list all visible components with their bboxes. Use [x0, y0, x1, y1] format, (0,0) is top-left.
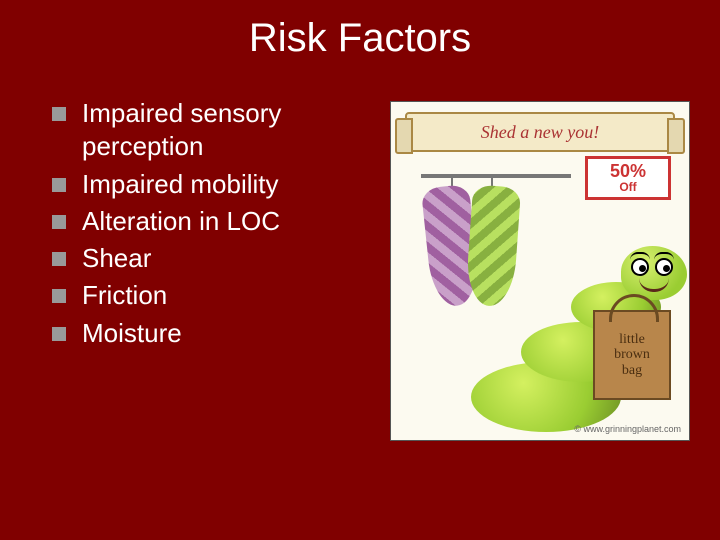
content-row: Impaired sensory perception Impaired mob… — [40, 97, 680, 441]
bullet-text: Impaired mobility — [82, 168, 279, 201]
list-item: Alteration in LOC — [52, 205, 370, 238]
bullet-text: Impaired sensory perception — [82, 97, 370, 164]
eye-icon — [655, 258, 673, 276]
bullet-text: Alteration in LOC — [82, 205, 280, 238]
pupil-icon — [663, 265, 670, 272]
banner: Shed a new you! — [405, 112, 675, 152]
bullet-list: Impaired sensory perception Impaired mob… — [40, 97, 370, 441]
sale-off: Off — [619, 180, 636, 194]
square-bullet-icon — [52, 252, 66, 266]
square-bullet-icon — [52, 289, 66, 303]
sale-percent: 50% — [610, 162, 646, 180]
slide: Risk Factors Impaired sensory perception… — [0, 0, 720, 540]
rack-bar-icon — [421, 174, 571, 178]
image-attribution: © www.grinningplanet.com — [574, 424, 681, 434]
image-area: Shed a new you! 50% Off — [390, 97, 690, 441]
bullet-text: Friction — [82, 279, 167, 312]
bag-text-line: brown — [614, 347, 650, 362]
snake-cartoon: Shed a new you! 50% Off — [390, 101, 690, 441]
slide-title: Risk Factors — [40, 16, 680, 61]
snake-head-icon — [621, 246, 687, 300]
banner-text: Shed a new you! — [481, 122, 599, 143]
bag-text-line: little — [619, 332, 645, 347]
eye-icon — [631, 258, 649, 276]
square-bullet-icon — [52, 107, 66, 121]
pupil-icon — [639, 265, 646, 272]
square-bullet-icon — [52, 327, 66, 341]
shopping-bag-icon: little brown bag — [593, 310, 671, 400]
square-bullet-icon — [52, 215, 66, 229]
list-item: Impaired mobility — [52, 168, 370, 201]
smile-icon — [639, 278, 669, 292]
list-item: Friction — [52, 279, 370, 312]
square-bullet-icon — [52, 178, 66, 192]
bullet-text: Shear — [82, 242, 151, 275]
bag-text-line: bag — [622, 363, 642, 378]
list-item: Impaired sensory perception — [52, 97, 370, 164]
bullet-text: Moisture — [82, 317, 182, 350]
sale-tag: 50% Off — [585, 156, 671, 200]
list-item: Shear — [52, 242, 370, 275]
list-item: Moisture — [52, 317, 370, 350]
